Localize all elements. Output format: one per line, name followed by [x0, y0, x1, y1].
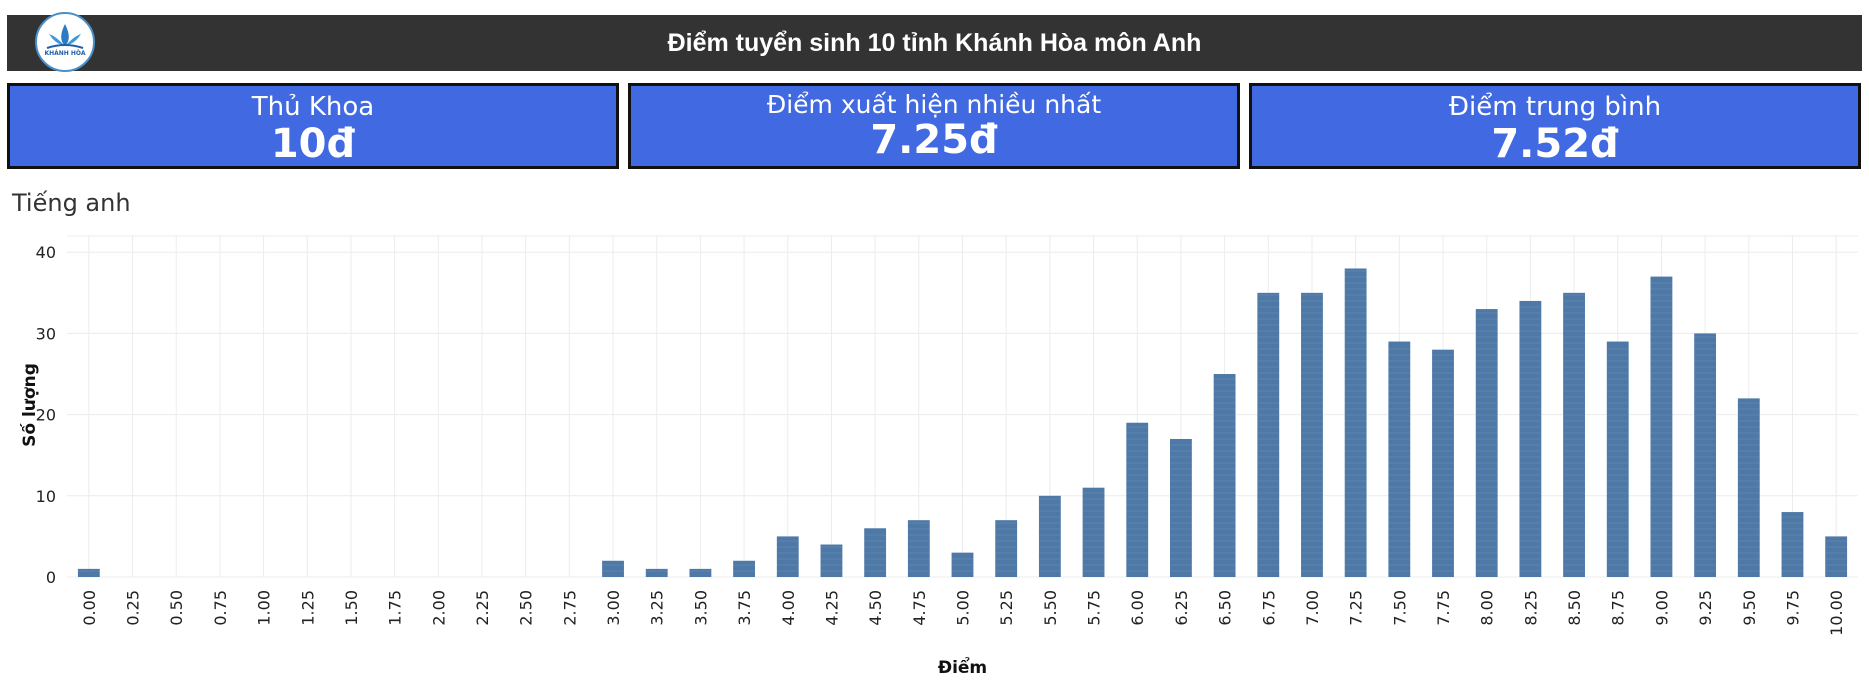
bar-7.00[interactable] [1301, 292, 1323, 577]
bar-7.25[interactable] [1344, 268, 1367, 577]
x-tick-label: 0.75 [211, 590, 230, 626]
logo-emblem-icon [46, 24, 84, 49]
y-axis-title: Số lượng [19, 363, 40, 447]
bar-6.25[interactable] [1169, 438, 1192, 577]
x-tick-label: 8.25 [1521, 590, 1540, 626]
x-tick-label: 0.00 [80, 590, 99, 626]
khanh-hoa-logo: KHÁNH HÒA [35, 12, 95, 72]
kpi-value: 10đ [270, 121, 356, 167]
y-tick-label: 10 [36, 487, 56, 506]
x-tick-label: 4.25 [822, 590, 841, 626]
kpi-value: 7.52đ [1491, 121, 1619, 167]
x-tick-label: 1.50 [342, 590, 361, 626]
bar-8.00[interactable] [1475, 309, 1498, 577]
x-tick-label: 5.25 [997, 590, 1016, 626]
x-tick-label: 9.00 [1652, 590, 1671, 626]
x-tick-label: 1.00 [255, 590, 274, 626]
x-axis-title: Điểm [938, 656, 987, 678]
x-tick-label: 10.00 [1827, 590, 1846, 636]
bar-9.25[interactable] [1694, 333, 1717, 577]
bar-9.50[interactable] [1737, 398, 1760, 577]
x-tick-label: 4.50 [866, 590, 885, 626]
x-tick-label: 9.25 [1696, 590, 1715, 626]
logo-text: KHÁNH HÒA [44, 50, 86, 57]
x-tick-label: 7.50 [1390, 590, 1409, 626]
grid-lines [67, 235, 1858, 578]
x-tick-label: 1.25 [298, 590, 317, 626]
x-tick-label: 9.50 [1740, 590, 1759, 626]
x-tick-label: 8.00 [1478, 590, 1497, 626]
dashboard-header: KHÁNH HÒA Điểm tuyển sinh 10 tỉnh Khánh … [7, 12, 1862, 72]
page-title: Điểm tuyển sinh 10 tỉnh Khánh Hòa môn An… [667, 29, 1202, 57]
bar-6.75[interactable] [1257, 292, 1280, 577]
x-tick-label: 8.50 [1565, 590, 1584, 626]
x-tick-label: 8.75 [1609, 590, 1628, 626]
y-tick-label: 30 [36, 324, 56, 343]
kpi-card-top-score: Thủ Khoa 10đ [7, 83, 619, 169]
x-tick-label: 4.00 [779, 590, 798, 626]
y-tick-label: 0 [46, 568, 56, 587]
x-tick-label: 5.50 [1041, 590, 1060, 626]
bar-0.00[interactable] [77, 568, 100, 577]
x-tick-label: 3.50 [691, 590, 710, 626]
bars [77, 268, 1848, 577]
x-tick-label: 0.50 [167, 590, 186, 626]
y-tick-label: 40 [36, 243, 56, 262]
bar-5.50[interactable] [1038, 495, 1061, 577]
x-tick-label: 2.00 [429, 590, 448, 626]
bar-4.25[interactable] [820, 544, 843, 577]
bar-3.50[interactable] [689, 568, 712, 577]
kpi-card-most-common-score: Điểm xuất hiện nhiều nhất 7.25đ [628, 83, 1240, 169]
x-tick-label: 7.75 [1434, 590, 1453, 626]
bar-8.75[interactable] [1606, 341, 1629, 577]
bar-3.00[interactable] [602, 560, 624, 577]
bar-3.25[interactable] [645, 568, 668, 577]
x-tick-label: 5.00 [954, 590, 973, 626]
x-tick-label: 9.75 [1783, 590, 1802, 626]
bar-7.75[interactable] [1432, 349, 1454, 577]
x-tick-label: 2.25 [473, 590, 492, 626]
x-tick-label: 7.25 [1347, 590, 1366, 626]
kpi-label: Điểm xuất hiện nhiều nhất [766, 90, 1102, 119]
kpi-value: 7.25đ [870, 117, 998, 163]
x-tick-label: 2.50 [517, 590, 536, 626]
bar-5.25[interactable] [995, 520, 1018, 577]
x-tick-label: 3.25 [648, 590, 667, 626]
bar-6.50[interactable] [1213, 374, 1236, 577]
bar-4.50[interactable] [864, 528, 887, 577]
x-tick-label: 3.00 [604, 590, 623, 626]
bar-5.75[interactable] [1082, 487, 1105, 577]
x-tick-label: 1.75 [386, 590, 405, 626]
kpi-label: Thủ Khoa [251, 92, 375, 122]
bar-7.50[interactable] [1388, 341, 1411, 577]
bar-10.00[interactable] [1825, 536, 1848, 577]
bar-8.50[interactable] [1563, 292, 1585, 577]
bar-4.75[interactable] [907, 520, 930, 577]
x-tick-label: 3.75 [735, 590, 754, 626]
bar-6.00[interactable] [1126, 422, 1149, 577]
chart-title: Tiếng anh [12, 189, 131, 217]
y-axis-ticks: 0 10 20 30 40 [36, 243, 56, 587]
x-tick-label: 6.50 [1216, 590, 1235, 626]
x-tick-label: 0.25 [124, 590, 143, 626]
x-tick-label: 6.75 [1259, 590, 1278, 626]
x-tick-label: 7.00 [1303, 590, 1322, 626]
kpi-label: Điểm trung bình [1448, 92, 1662, 122]
x-tick-label: 6.25 [1172, 590, 1191, 626]
x-tick-label: 4.75 [910, 590, 929, 626]
x-tick-label: 6.00 [1128, 590, 1147, 626]
bar-9.75[interactable] [1781, 512, 1804, 577]
y-tick-label: 20 [36, 406, 56, 425]
x-tick-label: 5.75 [1085, 590, 1104, 626]
kpi-card-average-score: Điểm trung bình 7.52đ [1249, 83, 1861, 169]
bar-3.75[interactable] [733, 560, 756, 577]
x-tick-label: 2.75 [560, 590, 579, 626]
bar-4.00[interactable] [776, 536, 799, 577]
x-axis-ticks: 0.00 0.25 0.50 0.75 1.00 1.25 1.50 1.75 2.00 2.25… [80, 590, 1846, 636]
